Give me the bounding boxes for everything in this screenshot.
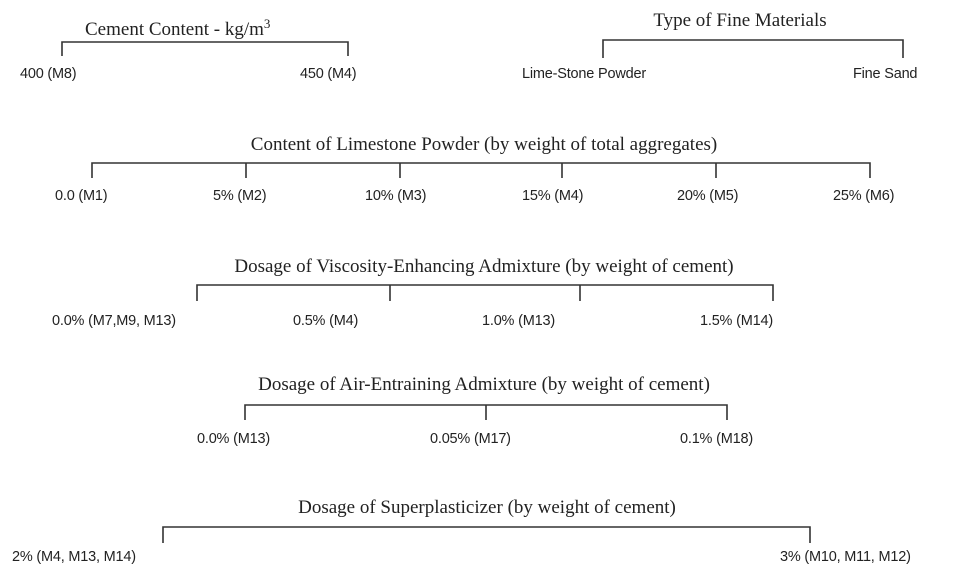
group-title: Dosage of Superplasticizer (by weight of… xyxy=(298,497,676,518)
option-label: 0.0% (M7,M9, M13) xyxy=(52,313,176,329)
bracket xyxy=(196,284,774,301)
option-label: 0.05% (M17) xyxy=(430,431,511,447)
option-label: 2% (M4, M13, M14) xyxy=(12,549,136,565)
option-label: 0.0 (M1) xyxy=(55,188,107,204)
option-label: 0.0% (M13) xyxy=(197,431,270,447)
title-superscript: 3 xyxy=(264,16,271,31)
option-label: 5% (M2) xyxy=(213,188,266,204)
group-title: Content of Limestone Powder (by weight o… xyxy=(251,134,717,155)
bracket xyxy=(162,526,811,543)
option-label: 1.0% (M13) xyxy=(482,313,555,329)
option-label: Fine Sand xyxy=(853,66,917,82)
group-title: Dosage of Air-Entraining Admixture (by w… xyxy=(258,374,710,395)
option-label: 10% (M3) xyxy=(365,188,426,204)
bracket xyxy=(244,404,728,420)
option-label: 450 (M4) xyxy=(300,66,356,82)
option-label: 0.5% (M4) xyxy=(293,313,358,329)
option-label: 20% (M5) xyxy=(677,188,738,204)
group-title: Dosage of Viscosity-Enhancing Admixture … xyxy=(234,256,733,277)
bracket xyxy=(91,162,871,178)
option-label: 1.5% (M14) xyxy=(700,313,773,329)
option-label: 0.1% (M18) xyxy=(680,431,753,447)
group-title: Type of Fine Materials xyxy=(653,10,826,31)
bracket xyxy=(602,39,904,58)
option-label: 25% (M6) xyxy=(833,188,894,204)
title-text: Cement Content - kg/m xyxy=(85,19,264,40)
group-title: Cement Content - kg/m3 xyxy=(85,16,270,40)
bracket xyxy=(61,41,349,56)
option-label: Lime-Stone Powder xyxy=(522,66,646,82)
option-label: 15% (M4) xyxy=(522,188,583,204)
option-label: 3% (M10, M11, M12) xyxy=(780,549,911,565)
option-label: 400 (M8) xyxy=(20,66,76,82)
